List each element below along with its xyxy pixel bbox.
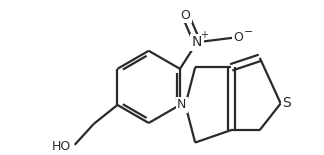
- Text: S: S: [282, 96, 291, 110]
- Text: O: O: [181, 9, 191, 22]
- Text: N: N: [192, 35, 202, 49]
- Text: O: O: [233, 31, 243, 44]
- Text: N: N: [177, 98, 187, 111]
- Text: +: +: [200, 30, 208, 40]
- Text: −: −: [244, 27, 253, 37]
- Text: HO: HO: [52, 140, 71, 153]
